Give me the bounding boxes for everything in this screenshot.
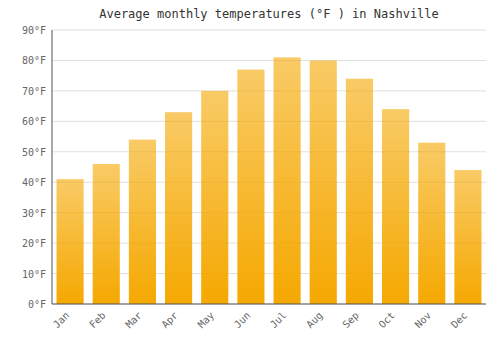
x-tick-label: Jan <box>51 310 72 331</box>
bar <box>454 170 481 304</box>
x-tick-label: Mar <box>123 310 144 331</box>
grid-line <box>52 121 486 122</box>
y-tick-label: 80°F <box>22 55 46 66</box>
bar <box>382 109 409 304</box>
bar <box>129 140 156 304</box>
y-tick-label: 60°F <box>22 116 46 127</box>
y-tick-label: 40°F <box>22 177 46 188</box>
title: Average monthly temperatures (°F ) in Na… <box>99 7 439 21</box>
x-axis <box>52 304 486 305</box>
y-axis <box>52 30 53 304</box>
y-tick-label: 10°F <box>22 269 46 280</box>
x-tick-label: May <box>196 310 217 331</box>
x-tick-label: Aug <box>304 310 325 331</box>
x-tick-label: Apr <box>159 310 180 331</box>
bar <box>346 79 373 304</box>
grid-line <box>52 304 486 305</box>
x-tick-label: Feb <box>87 310 108 331</box>
grid <box>52 30 486 304</box>
x-tick-label: Jun <box>232 310 253 331</box>
bar <box>310 60 337 304</box>
y-tick-label: 20°F <box>22 238 46 249</box>
chart: Average monthly temperatures (°F ) in Na… <box>0 0 500 350</box>
x-tick-label: Jul <box>268 310 289 331</box>
y-tick-label: 50°F <box>22 147 46 158</box>
y-tick-label: 30°F <box>22 208 46 219</box>
bar <box>274 57 301 304</box>
x-tick-label: Sep <box>340 310 361 331</box>
y-tick-label: 70°F <box>22 86 46 97</box>
grid-line <box>52 30 486 31</box>
grid-line <box>52 60 486 61</box>
x-tick-label: Dec <box>449 310 470 331</box>
y-tick-label: 0°F <box>28 299 46 310</box>
bar <box>201 91 228 304</box>
bar <box>237 70 264 304</box>
grid-line <box>52 90 486 91</box>
bar <box>93 164 120 304</box>
x-tick-label: Oct <box>376 310 397 331</box>
y-tick-label: 90°F <box>22 25 46 36</box>
bar <box>418 143 445 304</box>
bar <box>57 179 84 304</box>
bar <box>165 112 192 304</box>
x-tick-label: Nov <box>413 310 434 331</box>
bars <box>57 57 482 304</box>
